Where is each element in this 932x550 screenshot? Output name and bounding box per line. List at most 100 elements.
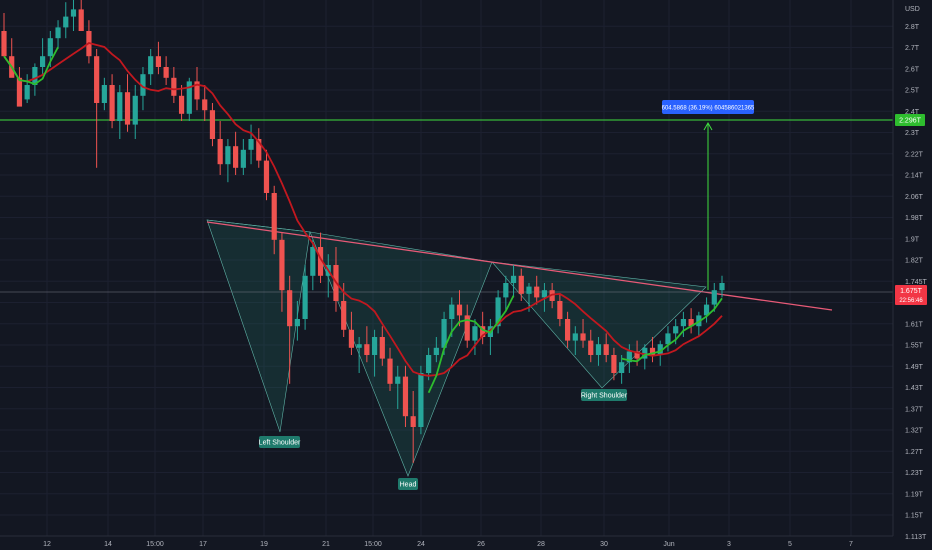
candle-body	[209, 110, 216, 139]
candle-body	[588, 340, 594, 355]
candle-body	[171, 77, 177, 96]
candle-body	[233, 146, 239, 168]
candle-body	[503, 283, 509, 298]
candle-body	[32, 67, 38, 85]
x-tick-label: 24	[417, 541, 425, 548]
y-tick-label: 1.82T	[905, 258, 924, 265]
candle-body	[178, 95, 185, 114]
candle-body	[410, 416, 416, 427]
currency-label: USD	[905, 6, 920, 13]
candle-body	[1, 31, 7, 57]
candle-body	[541, 290, 548, 298]
candle-body	[279, 239, 285, 291]
candle-body	[47, 38, 53, 57]
candle-body	[155, 56, 162, 67]
candle-body	[256, 139, 262, 161]
y-tick-label: 1.49T	[905, 364, 924, 371]
candle-body	[94, 56, 100, 103]
candle-body	[117, 92, 123, 121]
candle-body	[387, 358, 393, 384]
y-tick-label: 2.22T	[905, 151, 924, 158]
candle-body	[70, 9, 77, 17]
x-tick-label: 7	[849, 541, 853, 548]
candle-body	[225, 146, 231, 165]
y-tick-label: 1.43T	[905, 385, 924, 392]
candle-body	[63, 16, 69, 28]
y-tick-label: 1.9T	[905, 236, 920, 243]
candle-body	[518, 275, 524, 294]
candle-body	[495, 297, 501, 327]
y-tick-label: 1.32T	[905, 428, 924, 435]
y-tick-label: 2.6T	[905, 66, 920, 73]
candle-body	[16, 77, 23, 107]
candle-body	[78, 9, 84, 31]
candle-body	[603, 344, 609, 355]
candle-body	[426, 355, 432, 373]
candle-body	[456, 304, 463, 316]
y-tick-label: 2.5T	[905, 88, 920, 95]
measure-arrow-head	[703, 121, 713, 131]
left-shoulder-label: Left Shoulder	[259, 436, 301, 448]
candle-body	[634, 351, 640, 359]
measure-label: 604.5868 (36.19%) 604586021365	[662, 100, 755, 114]
x-tick-label: 15:00	[364, 541, 382, 548]
candle-body	[317, 247, 324, 276]
green-moving-average	[3, 46, 59, 86]
candle-body	[202, 99, 208, 111]
candle-body	[534, 286, 540, 298]
candle-body	[310, 247, 316, 276]
current-price-tag-sub: 22:56:46	[899, 298, 923, 304]
candle-body	[480, 326, 486, 337]
x-tick-label: 14	[104, 541, 112, 548]
candle-body	[364, 344, 370, 355]
x-axis: 12 14 15:00 17 19 21 15:00 24 26 28 30 Jun 3 5 7	[43, 541, 853, 548]
candle-body	[124, 92, 131, 125]
candle-body	[271, 193, 277, 240]
candle-body	[341, 301, 347, 330]
candle-body	[109, 85, 115, 121]
head-label-text: Head	[400, 482, 417, 489]
x-tick-label: 5	[788, 541, 792, 548]
candle-body	[665, 333, 671, 345]
candle-body	[441, 319, 447, 348]
candle-body	[526, 286, 532, 294]
candle-body	[217, 139, 223, 165]
candle-body	[564, 319, 571, 341]
candle-body	[194, 81, 200, 100]
candle-body	[356, 344, 362, 348]
x-tick-label: 26	[477, 541, 485, 548]
measure-label-text: 604.5868 (36.19%) 604586021365	[662, 106, 755, 112]
x-tick-label: 3	[727, 541, 731, 548]
candle-body	[40, 56, 46, 67]
candle-body	[263, 160, 270, 193]
candle-body	[657, 344, 663, 355]
candle-body	[302, 275, 308, 319]
candle-body	[402, 376, 409, 417]
candle-body	[163, 67, 169, 78]
left-shoulder-zone	[206, 219, 311, 433]
red-moving-average	[3, 42, 723, 377]
candle-body	[418, 373, 424, 427]
candle-body	[148, 56, 154, 75]
green-moving-average-segment	[427, 295, 515, 394]
candle-body	[140, 74, 146, 96]
candle-body	[510, 275, 517, 283]
candle-body	[649, 347, 656, 355]
candle-body	[348, 329, 355, 348]
candle-body	[101, 85, 107, 103]
candle-body	[619, 362, 625, 373]
candle-body	[680, 319, 686, 327]
candle-body	[711, 290, 717, 305]
target-price-tag: 2.296T	[895, 114, 925, 126]
left-arm-line	[206, 219, 311, 233]
current-price-tag-text: 1.675T	[900, 288, 923, 295]
candle-body	[688, 319, 694, 327]
candle-body	[294, 319, 300, 327]
x-tick-label: 12	[43, 541, 51, 548]
candle-body	[572, 333, 578, 341]
x-tick-label: 15:00	[146, 541, 164, 548]
candle-body	[580, 333, 586, 341]
candle-body	[595, 344, 602, 355]
